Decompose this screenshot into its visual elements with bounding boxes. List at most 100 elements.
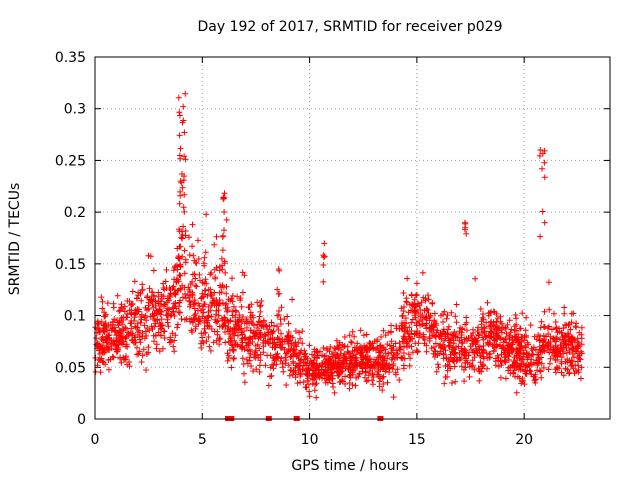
data-point (221, 227, 227, 234)
data-point (496, 334, 503, 341)
data-point (182, 290, 188, 297)
data-point (313, 348, 320, 355)
data-point (461, 219, 468, 226)
data-point (446, 343, 453, 350)
data-point (396, 377, 403, 383)
data-point (182, 90, 189, 97)
data-point (509, 337, 516, 344)
data-point (499, 343, 506, 350)
data-point (167, 334, 174, 341)
data-point (126, 307, 133, 314)
data-point (253, 366, 260, 373)
plot-frame (94, 56, 611, 420)
data-point (134, 351, 141, 358)
data-point (419, 317, 426, 323)
data-point (322, 379, 329, 386)
data-point (256, 362, 263, 369)
data-point (385, 329, 392, 336)
data-point (134, 320, 141, 327)
data-point (424, 307, 431, 313)
data-point (273, 353, 280, 360)
data-point (545, 366, 552, 373)
data-point (526, 363, 533, 370)
data-point (574, 335, 581, 342)
data-point (414, 349, 421, 356)
data-point (480, 342, 487, 349)
data-point (134, 344, 140, 351)
data-point (298, 356, 305, 363)
data-point (416, 334, 423, 341)
y-tick-label: 0.05 (55, 360, 86, 376)
data-point (224, 350, 231, 357)
data-point (426, 314, 433, 321)
data-point (195, 237, 201, 244)
data-point (477, 306, 484, 312)
data-point (215, 312, 222, 319)
data-point (135, 289, 142, 296)
data-point (342, 381, 348, 387)
data-point (180, 103, 187, 110)
data-point (236, 326, 243, 333)
data-point (211, 241, 218, 248)
data-point (334, 343, 341, 350)
y-axis-label: SRMTID / TECUs (7, 183, 23, 296)
data-point (155, 329, 162, 336)
data-point (170, 267, 177, 274)
data-point (505, 356, 512, 363)
data-point (374, 338, 380, 345)
data-point (578, 364, 585, 371)
data-point (170, 343, 177, 350)
data-point (403, 295, 410, 302)
data-point (539, 345, 545, 352)
y-tick-label: 0.25 (55, 153, 86, 169)
data-point (401, 338, 407, 345)
data-point (124, 361, 131, 368)
data-point (497, 335, 504, 342)
data-point (376, 343, 383, 350)
data-point (391, 355, 398, 362)
data-point (538, 360, 545, 367)
x-tick-label: 0 (91, 432, 100, 448)
data-point (357, 327, 364, 334)
data-point (99, 358, 106, 365)
data-point (179, 119, 186, 126)
data-point (434, 352, 441, 359)
data-point (458, 345, 465, 352)
data-point (575, 369, 582, 376)
data-point (147, 253, 154, 260)
data-point (181, 208, 188, 215)
data-point (159, 345, 166, 352)
data-point (161, 286, 168, 293)
data-point (574, 354, 581, 361)
data-point (480, 353, 487, 360)
data-point (441, 308, 448, 315)
data-point (158, 309, 165, 315)
data-point (213, 233, 220, 240)
data-point (98, 294, 105, 301)
data-point (98, 318, 105, 325)
data-point (319, 352, 325, 359)
data-point (398, 325, 405, 332)
data-point (431, 310, 438, 317)
data-point (281, 316, 288, 322)
data-point (356, 344, 363, 351)
data-point (202, 287, 209, 294)
data-point (480, 362, 487, 369)
data-point (283, 357, 289, 363)
data-point (190, 316, 197, 323)
data-point (388, 338, 395, 345)
data-point (257, 302, 264, 309)
data-point (388, 322, 395, 329)
data-point (170, 300, 177, 307)
data-point (408, 319, 415, 326)
data-point (568, 342, 574, 349)
data-point (207, 347, 214, 354)
data-point (390, 394, 397, 401)
data-point (527, 368, 534, 375)
data-point (552, 319, 559, 325)
data-point (213, 319, 220, 326)
data-point (511, 333, 518, 340)
data-point (250, 314, 257, 321)
data-point (520, 360, 527, 367)
data-point (336, 379, 343, 386)
